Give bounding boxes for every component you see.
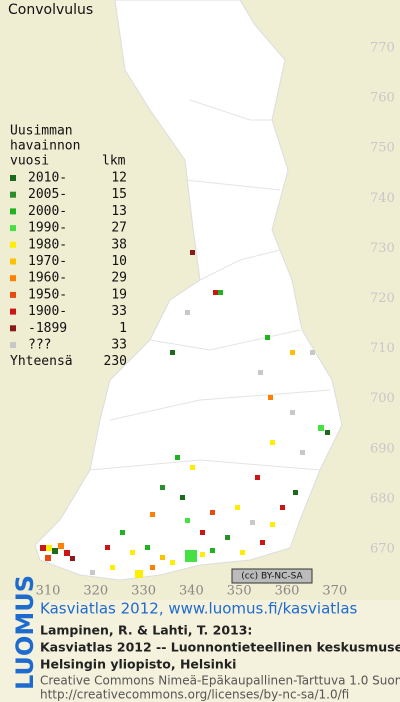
- legend-swatch: [10, 325, 16, 332]
- legend-label: 2010-: [28, 171, 67, 186]
- legend-count: 27: [111, 221, 127, 236]
- legend-label: 2000-: [28, 204, 67, 219]
- legend-label: 2005-: [28, 187, 67, 202]
- grid-label-y: 730: [370, 241, 395, 256]
- legend-header: Uusimman: [10, 124, 73, 139]
- license-line: http://creativecommons.org/licenses/by-n…: [40, 688, 349, 702]
- legend-label: 1990-: [28, 221, 67, 236]
- legend-total: 230: [104, 354, 127, 369]
- grid-label-x: 330: [131, 584, 156, 599]
- legend-count: 33: [111, 338, 127, 353]
- legend-count: 38: [111, 237, 127, 252]
- grid-label-y: 670: [370, 542, 395, 557]
- grid-label-x: 370: [322, 584, 347, 599]
- legend-count: 33: [111, 304, 127, 319]
- legend-label: ???: [28, 338, 51, 353]
- grid-label-y: 700: [370, 391, 395, 406]
- legend-swatch: [10, 275, 16, 282]
- brand: LUOMUS: [11, 575, 39, 690]
- legend-swatch: [10, 225, 16, 232]
- finland-outline: [34, 0, 343, 581]
- legend-swatch: [10, 291, 16, 298]
- legend-label: 1900-: [28, 304, 67, 319]
- grid-label-y: 750: [370, 141, 395, 156]
- grid-label-y: 720: [370, 291, 395, 306]
- legend-count: 1: [119, 321, 127, 336]
- grid-label-y: 770: [370, 41, 395, 56]
- legend-swatch: [10, 241, 16, 248]
- legend-label: -1899: [28, 321, 67, 336]
- legend-swatch: [10, 191, 16, 198]
- legend-swatch: [10, 342, 16, 348]
- grid-label-y: 760: [370, 91, 395, 106]
- grid-label-y: 690: [370, 441, 395, 456]
- legend-label: 1970-: [28, 254, 67, 269]
- legend-count: 29: [111, 271, 127, 286]
- legend-swatch: [10, 175, 16, 181]
- grid-label-y: 710: [370, 341, 395, 356]
- record-squares: [40, 250, 330, 578]
- legend-count-header: lkm: [102, 154, 126, 169]
- legend-swatch: [10, 258, 16, 265]
- legend-label: 1960-: [28, 271, 67, 286]
- legend-header: vuosi: [10, 154, 49, 169]
- legend-swatch: [10, 308, 16, 315]
- citation-line: Lampinen, R. & Lahti, T. 2013:: [40, 623, 252, 638]
- grid-label-y: 740: [370, 191, 395, 206]
- license-badge: (cc) BY-NC-SA: [231, 568, 313, 584]
- citation-line: Kasviatlas 2012 -- Luonnontieteellinen k…: [40, 640, 400, 655]
- legend-label: 1950-: [28, 287, 67, 302]
- legend-count: 19: [111, 287, 127, 302]
- badge-text: (cc) BY-NC-SA: [241, 572, 303, 582]
- grid-label-x: 320: [83, 584, 108, 599]
- badge-box: [231, 568, 313, 584]
- legend-swatch: [10, 208, 16, 215]
- legend-total-label: Yhteensä: [10, 354, 73, 369]
- map-title: Convolvulus: [8, 2, 93, 18]
- grid-labels: 770 760 750 740 730 720 710 700 690 680 670 310 320 3…: [36, 41, 395, 599]
- legend-count: 12: [111, 171, 127, 186]
- legend-header: havainnon: [10, 139, 80, 154]
- legend-count: 10: [111, 254, 127, 269]
- grid-label-x: 340: [179, 584, 204, 599]
- legend-label: 1980-: [28, 237, 67, 252]
- grid-label-y: 680: [370, 491, 395, 506]
- grid-label-x: 350: [227, 584, 252, 599]
- region-borders: [89, 99, 331, 471]
- footer-link: Kasviatlas 2012, www.luomus.fi/kasviatla…: [40, 600, 358, 618]
- legend-count: 15: [111, 187, 127, 202]
- license-line: Creative Commons Nimeä-Epäkaupallinen-Ta…: [40, 674, 400, 688]
- grid-label-x: 360: [275, 584, 300, 599]
- grid-label-x: 310: [36, 584, 61, 599]
- legend-count: 13: [111, 204, 127, 219]
- citation-line: Helsingin yliopisto, Helsinki: [40, 657, 236, 672]
